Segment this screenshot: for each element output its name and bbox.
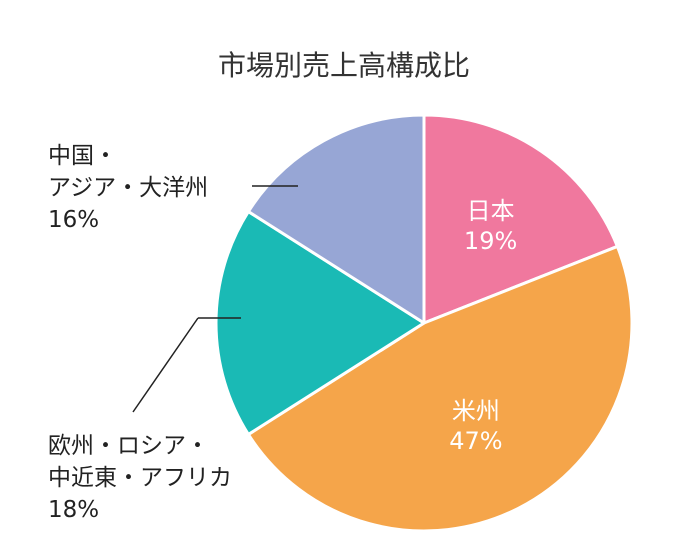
europe-label-line-1: 欧州・ロシア・ [48,433,209,459]
pie-slice-1 [246,244,634,533]
legend-label-asia-pacific: 中国・ アジア・大洋州 16% [48,140,208,236]
leader-line-europe-diagonal [132,317,199,413]
slice-label-0: 日本 [467,197,515,225]
europe-label-line-2: 中近東・アフリカ [48,465,232,491]
pie-slice-0 [422,113,619,325]
europe-label-percent: 18% [48,497,100,523]
asia-label-line-1: 中国・ [48,143,117,169]
pie-slice-2 [214,210,426,436]
legend-label-europe-russia-mideast-africa: 欧州・ロシア・ 中近東・アフリカ 18% [48,430,232,526]
pie-slice-3 [246,113,426,325]
slice-percent-0: 19% [464,227,517,255]
slice-percent-1: 47% [449,427,502,455]
asia-label-percent: 16% [48,207,100,233]
chart-title: 市場別売上高構成比 [217,49,470,82]
asia-label-line-2: アジア・大洋州 [48,175,209,201]
slice-label-1: 米州 [452,397,500,425]
